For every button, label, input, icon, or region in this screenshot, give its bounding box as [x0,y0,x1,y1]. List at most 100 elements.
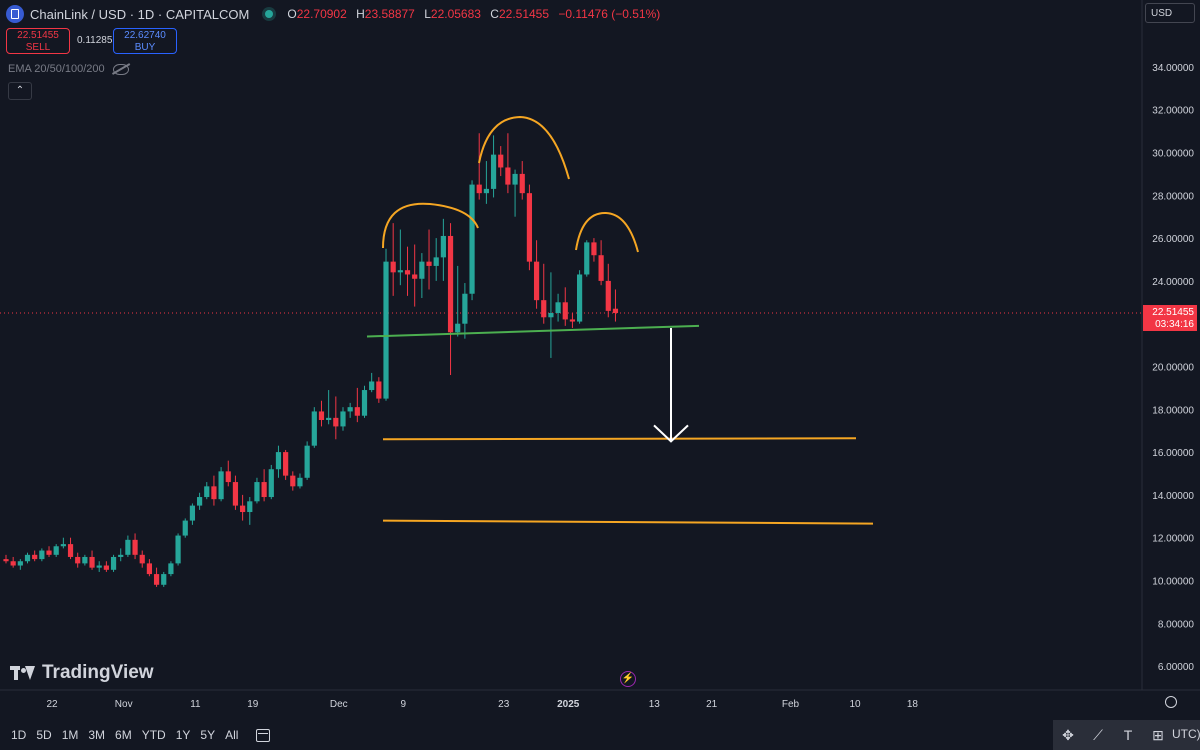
ohlc-close-key: C [490,7,499,21]
price-change: −0.11476 (−0.51%) [558,7,661,21]
candle-body [311,411,317,446]
candle-body [591,242,597,256]
range-1m-button[interactable]: 1M [61,728,79,742]
candle-body [240,505,246,513]
trend-line-icon[interactable]: ⟋ [1093,727,1103,743]
candle-body [53,546,59,555]
candle-body [512,173,518,185]
range-5d-button[interactable]: 5D [36,728,52,742]
spread-value: 0.11285 [77,35,113,46]
ohlc-high-key: H [356,7,365,21]
last-price-tag: 22.51455 03:34:16 [1143,305,1197,331]
x-tick-label: 2025 [557,699,580,710]
buy-button[interactable]: 22.62740 BUY [113,28,177,54]
range-1y-button[interactable]: 1Y [175,728,191,742]
range-ytd-button[interactable]: YTD [141,728,166,742]
tradingview-logo-icon [10,666,36,680]
range-6m-button[interactable]: 6M [115,728,132,742]
buy-label: BUY [134,42,156,53]
candle-body [354,407,360,416]
candle-body [462,293,468,324]
price-chart[interactable]: 34.00000 32.00000 30.00000 28.00000 26.00000… [0,0,1200,720]
candle-body [32,554,38,560]
candle-body [161,574,167,585]
ema-indicator-label: EMA 20/50/100/200 [8,63,105,75]
sell-button[interactable]: 22.51455 SELL [6,28,70,54]
candle-body [390,261,396,273]
crosshair-icon[interactable]: ✥ [1062,727,1074,743]
candle-countdown: 03:34:16 [1155,319,1194,330]
y-tick-label: 10.00000 [1152,577,1194,588]
candle-body [605,280,611,311]
last-price-value: 22.51455 [1152,307,1194,318]
candle-body [476,184,482,194]
ohlc-values: O22.70902 H23.58877 L22.05683 C22.51455 … [287,7,660,21]
symbol-title[interactable]: ChainLink / USD · 1D · CAPITALCOM [30,6,250,22]
x-tick-label: 21 [706,699,718,710]
candle-body [612,308,619,313]
y-tick-label: 30.00000 [1152,149,1194,160]
text-tool-icon[interactable]: T [1123,727,1133,743]
range-5y-button[interactable]: 5Y [200,728,216,742]
candle-body [211,486,217,500]
candle-body [376,381,382,399]
candle-body [139,554,145,564]
candle-body [526,193,533,262]
candle-body [268,469,274,498]
gear-icon[interactable] [1165,696,1177,708]
eye-hidden-icon[interactable] [112,63,129,75]
currency-dropdown[interactable]: USD [1145,3,1195,23]
target-line-1 [382,437,857,441]
candle-body [3,559,9,562]
ohlc-high: 23.58877 [364,7,415,21]
candle-body [383,261,389,399]
candle-body [340,411,346,427]
candle-body [541,300,547,318]
candle-body [247,501,253,513]
candle-body [326,417,332,420]
collapse-legend-button[interactable]: ⌃ [8,82,32,100]
tradingview-logo[interactable]: TradingView [10,662,154,684]
candle-body [125,539,131,555]
x-tick-label: 13 [649,699,661,710]
calendar-icon[interactable] [256,728,271,742]
fit-screen-icon[interactable]: ⊞ [1152,727,1164,743]
candle-body [46,550,52,555]
ohlc-open: 22.70902 [296,7,347,21]
buy-price: 22.62740 [124,30,166,41]
candle-body [283,452,289,476]
ema-indicator-legend[interactable]: EMA 20/50/100/200 [8,63,129,75]
x-tick-label: 11 [190,699,201,710]
candle-body [426,261,432,266]
candle-body [24,554,31,562]
candle-body [519,173,525,194]
candle-body [369,381,375,391]
range-all-button[interactable]: All [225,728,239,742]
drawings [366,115,874,525]
x-tick-label: 9 [401,699,407,710]
candle-body [361,390,368,416]
lightning-icon[interactable]: ⚡ [620,671,636,687]
candle-body [433,257,439,266]
candle-body [225,471,231,483]
candle-body [118,554,124,557]
candle-body [318,411,325,420]
x-tick-label: 19 [247,699,259,710]
candle-body [261,482,267,498]
range-3m-button[interactable]: 3M [88,728,106,742]
candle-body [254,482,260,502]
ohlc-low-key: L [424,7,431,21]
candle-body [82,556,88,564]
target-line-2 [382,519,874,525]
candle-body [419,261,425,279]
ohlc-low: 22.05683 [430,7,481,21]
candle-body [548,313,554,318]
left-shoulder-arc [382,202,479,249]
y-tick-label: 32.00000 [1152,106,1194,117]
legend-bar: ChainLink / USD · 1D · CAPITALCOM O22.70… [0,0,1140,28]
candle-body [505,167,511,185]
y-tick-label: 8.00000 [1158,619,1195,630]
timezone-label[interactable]: UTC) [1172,727,1200,741]
candle-body [297,477,303,487]
range-1d-button[interactable]: 1D [11,728,27,742]
